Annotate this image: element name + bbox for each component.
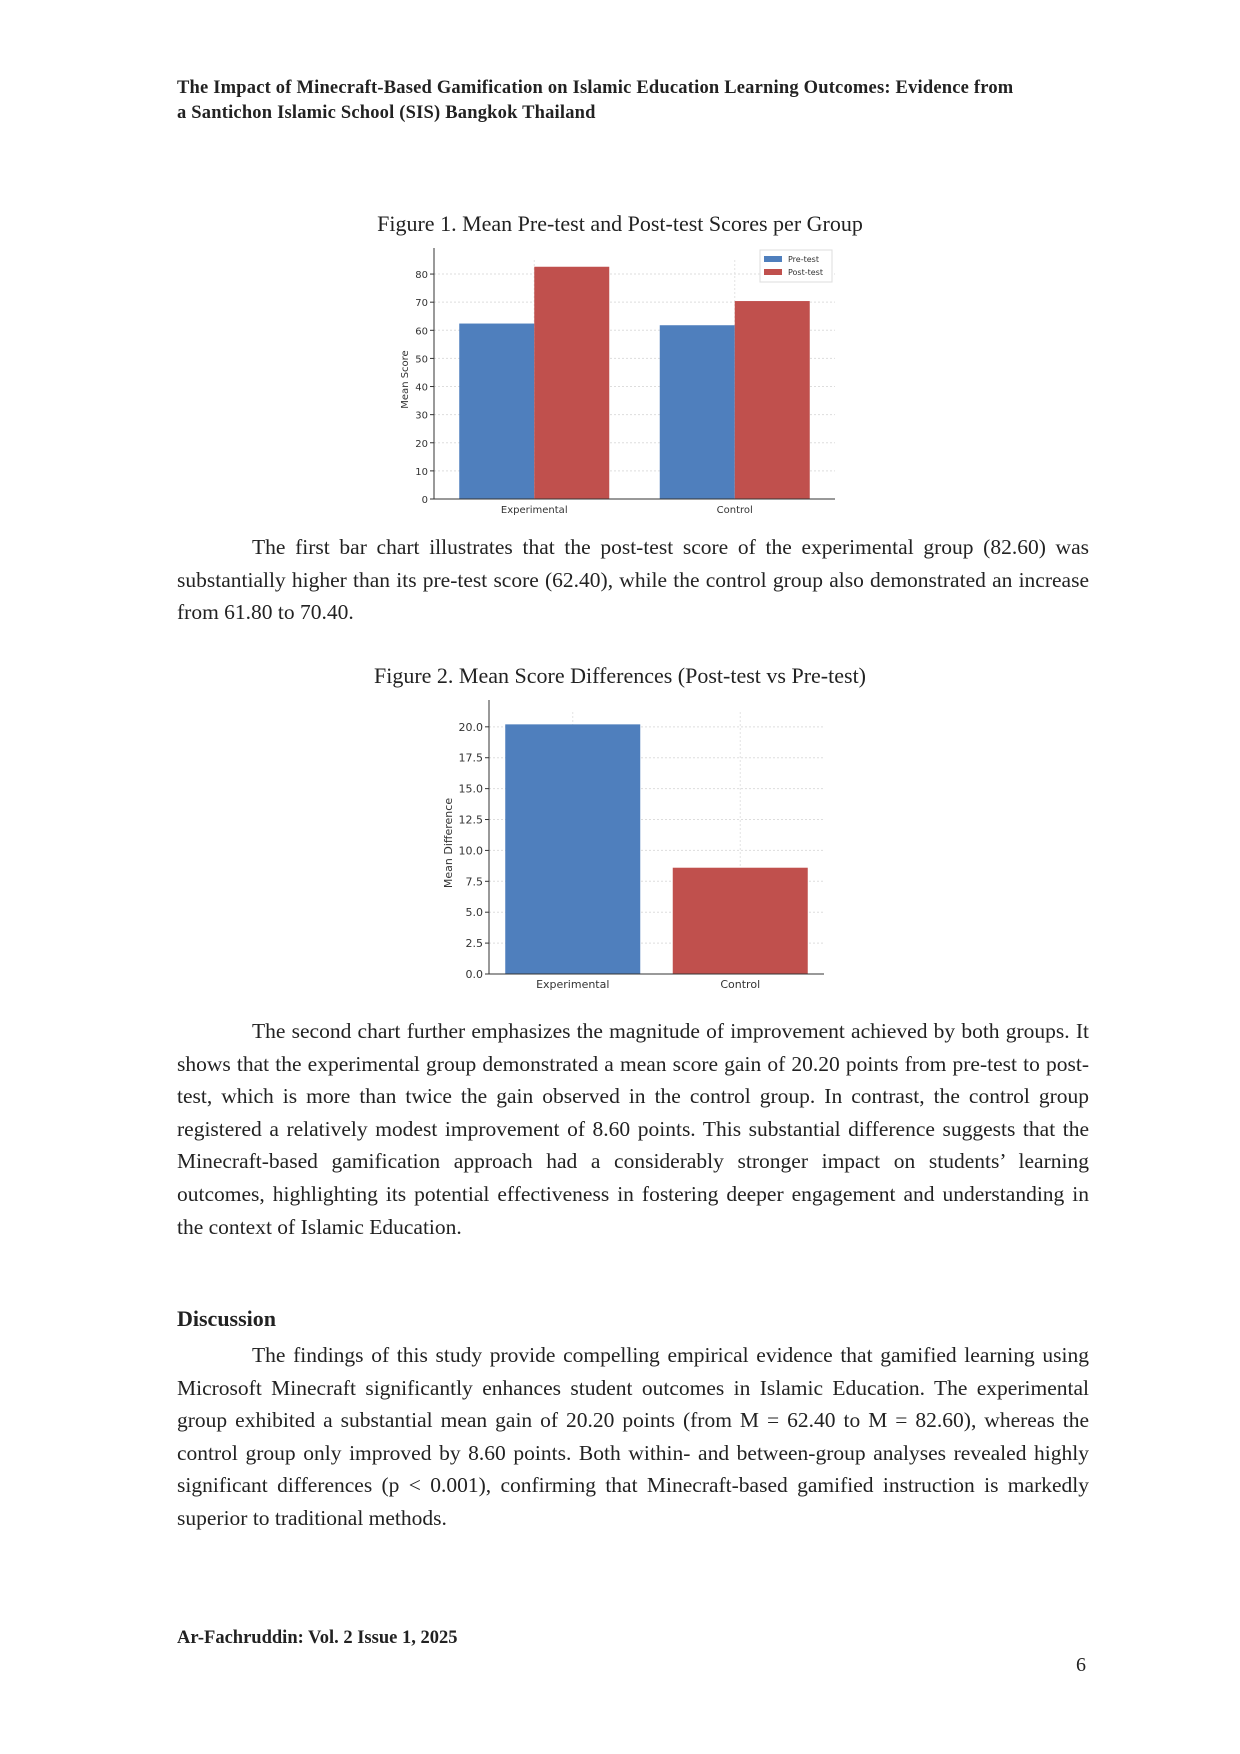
y-tick-label: 20.0 xyxy=(459,721,484,734)
header-line-2: a Santichon Islamic School (SIS) Bangkok… xyxy=(177,103,596,123)
paragraph-2-text: The second chart further emphasizes the … xyxy=(177,1019,1089,1239)
paragraph-1: The first bar chart illustrates that the… xyxy=(177,531,1089,629)
y-tick-label: 80 xyxy=(415,270,428,281)
figure-2-chart: 0.0 2.5 5.0 7.5 10.0 12.5 15.0 17.5 20.0 Experime… xyxy=(442,700,824,991)
y-tick-label: 2.5 xyxy=(466,937,484,950)
y-tick-label: 50 xyxy=(415,354,428,365)
y-tick-label: 60 xyxy=(415,326,428,337)
y-tick-label: 17.5 xyxy=(459,752,484,765)
y-tick-label: 40 xyxy=(415,383,428,394)
y-tick-label: 30 xyxy=(415,411,428,422)
discussion-heading: Discussion xyxy=(177,1306,277,1331)
x-tick-label: Control xyxy=(720,978,760,991)
legend-swatch xyxy=(764,256,782,262)
bar-post-test-experimental xyxy=(534,266,610,499)
x-tick-label: Experimental xyxy=(536,978,609,991)
bar-pre-test-experimental xyxy=(459,323,535,499)
legend-box xyxy=(759,249,833,283)
bar-experimental xyxy=(505,724,641,974)
figure-2-caption: Figure 2. Mean Score Differences (Post-t… xyxy=(373,663,867,688)
legend-swatch xyxy=(764,269,782,275)
figure-1-chart: 0 10 20 30 40 50 60 70 80 Experimental Control Mean… xyxy=(400,248,835,516)
x-tick-label: Experimental xyxy=(501,505,568,516)
footer-journal: Ar-Fachruddin: Vol. 2 Issue 1, 2025 xyxy=(177,1628,458,1648)
page-number: 6 xyxy=(1076,1654,1086,1676)
y-tick-label: 10 xyxy=(415,467,428,478)
y-tick-label: 70 xyxy=(415,298,428,309)
x-tick-label: Control xyxy=(717,505,753,516)
y-axis-label: Mean Score xyxy=(400,350,411,408)
legend-label: Pre-test xyxy=(788,255,819,264)
header-line-1: The Impact of Minecraft-Based Gamificati… xyxy=(177,78,1014,98)
y-tick-label: 20 xyxy=(415,439,428,450)
y-tick-label: 10.0 xyxy=(459,844,484,857)
y-tick-label: 5.0 xyxy=(466,906,484,919)
figure-1-caption: Figure 1. Mean Pre-test and Post-test Sc… xyxy=(377,211,863,236)
y-axis-label: Mean Difference xyxy=(442,798,455,888)
discussion-paragraph: The findings of this study provide compe… xyxy=(177,1339,1089,1535)
running-header: The Impact of Minecraft-Based Gamificati… xyxy=(177,76,1097,126)
legend-label: Post-test xyxy=(788,268,823,277)
y-tick-label: 0.0 xyxy=(466,968,484,981)
discussion-text: The findings of this study provide compe… xyxy=(177,1343,1089,1530)
bar-pre-test-control xyxy=(659,325,735,499)
y-tick-label: 12.5 xyxy=(459,814,484,827)
y-tick-label: 7.5 xyxy=(466,875,484,888)
bar-post-test-control xyxy=(734,301,810,499)
bar-control xyxy=(672,867,808,974)
y-tick-label: 0 xyxy=(422,495,428,506)
paragraph-1-text: The first bar chart illustrates that the… xyxy=(177,535,1089,625)
y-tick-label: 15.0 xyxy=(459,783,484,796)
paragraph-2: The second chart further emphasizes the … xyxy=(177,1015,1089,1243)
